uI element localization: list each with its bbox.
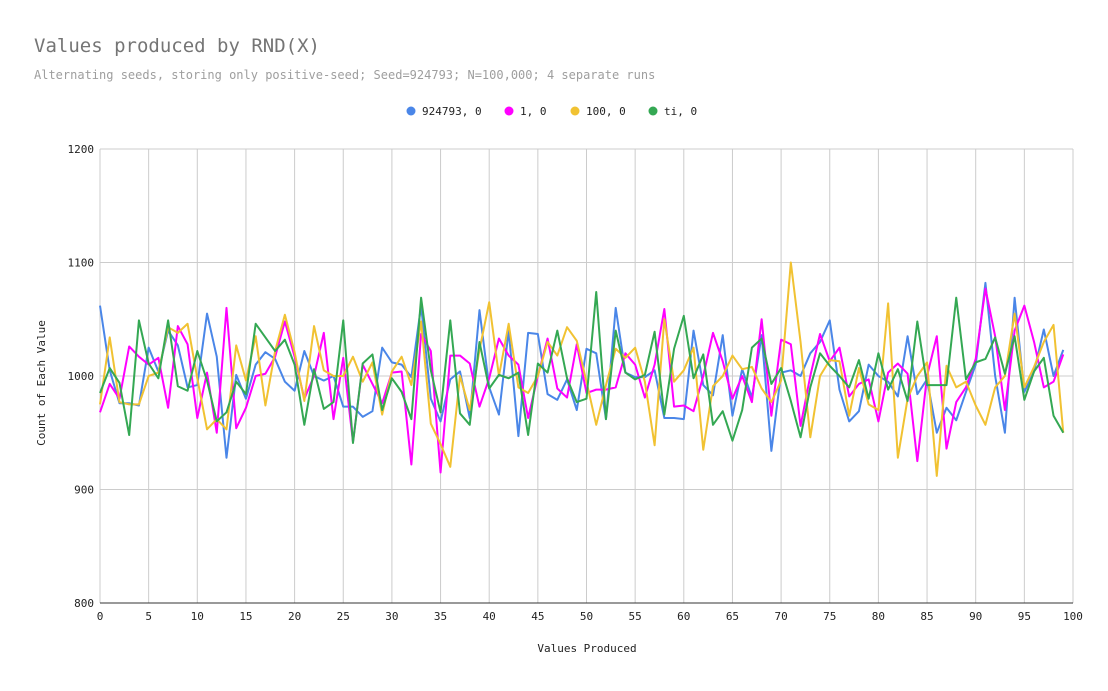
x-tick-label: 30 — [385, 610, 398, 623]
x-tick-label: 40 — [483, 610, 496, 623]
legend-swatch — [570, 106, 580, 116]
x-tick-label: 100 — [1063, 610, 1083, 623]
y-axis-label: Count of Each Value — [35, 320, 48, 446]
y-tick-label: 1100 — [68, 257, 95, 270]
series-line-1 — [99, 281, 1065, 459]
legend-label: 1, 0 — [520, 105, 547, 118]
series-line-3 — [99, 261, 1065, 477]
x-tick-label: 45 — [531, 610, 544, 623]
chart-subtitle: Alternating seeds, storing only positive… — [34, 68, 655, 82]
x-tick-label: 75 — [823, 610, 836, 623]
x-tick-label: 70 — [774, 610, 787, 623]
x-tick-label: 10 — [191, 610, 204, 623]
y-tick-label: 1000 — [68, 370, 95, 383]
x-tick-label: 25 — [337, 610, 350, 623]
legend-swatch — [406, 106, 416, 116]
y-tick-label: 900 — [74, 484, 94, 497]
legend-label: ti, 0 — [664, 105, 697, 118]
legend-swatch — [648, 106, 658, 116]
legend-label: 100, 0 — [586, 105, 626, 118]
x-axis-label: Values Produced — [537, 642, 636, 655]
legend-swatch — [504, 106, 514, 116]
x-tick-label: 80 — [872, 610, 885, 623]
x-tick-label: 90 — [969, 610, 982, 623]
legend-label: 924793, 0 — [422, 105, 482, 118]
legend: 924793, 0 1, 0 100, 0 ti, 0 — [406, 105, 697, 118]
x-tick-label: 15 — [239, 610, 252, 623]
x-tick-label: 50 — [580, 610, 593, 623]
y-tick-label: 1200 — [68, 143, 95, 156]
x-tick-label: 65 — [726, 610, 739, 623]
x-tick-label: 0 — [97, 610, 104, 623]
x-tick-label: 5 — [145, 610, 152, 623]
x-tick-label: 85 — [920, 610, 933, 623]
series-line-4 — [99, 291, 1065, 444]
axes: 0 5 10 15 20 25 30 35 40 45 50 55 60 65 70 75 80 85 90 95 10… — [68, 143, 1083, 623]
x-tick-label: 95 — [1018, 610, 1031, 623]
x-tick-label: 60 — [677, 610, 690, 623]
series-lines — [99, 261, 1065, 477]
y-tick-label: 800 — [74, 597, 94, 610]
x-tick-label: 55 — [629, 610, 642, 623]
x-tick-label: 20 — [288, 610, 301, 623]
x-tick-label: 35 — [434, 610, 447, 623]
chart-title: Values produced by RND(X) — [34, 35, 320, 57]
